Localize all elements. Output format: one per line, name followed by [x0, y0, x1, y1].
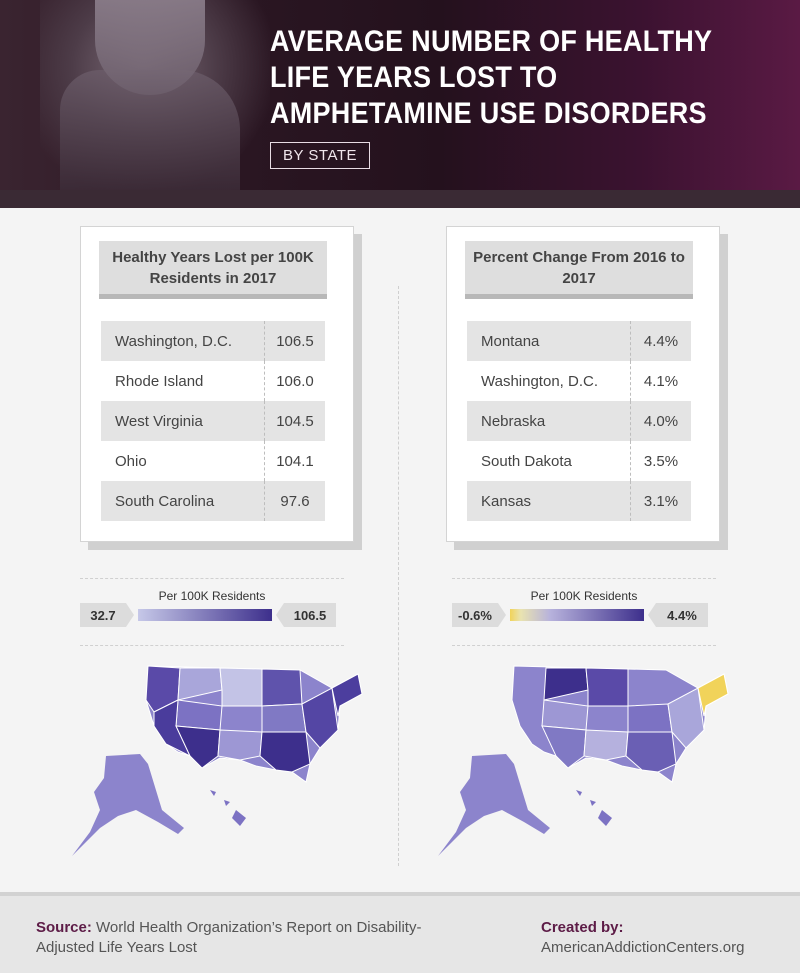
state-name: South Dakota: [481, 452, 572, 470]
table-row: Rhode Island 106.0: [101, 361, 325, 401]
state-name: West Virginia: [115, 412, 203, 430]
header-bottom-strip: [0, 190, 800, 208]
state-value: 4.4%: [630, 321, 691, 361]
alaska-shape: [438, 754, 550, 856]
contiguous-us-map: [145, 665, 363, 783]
header-photo-hood: [95, 0, 205, 95]
by-state-badge: BY STATE: [270, 142, 371, 169]
table-row: Ohio 104.1: [101, 441, 325, 481]
years-lost-legend: Per 100K Residents 32.7 106.5: [80, 578, 344, 646]
years-lost-panel: Healthy Years Lost per 100K Residents in…: [80, 226, 354, 542]
percent-change-legend: Per 100K Residents -0.6% 4.4%: [452, 578, 716, 646]
years-lost-heading: Healthy Years Lost per 100K Residents in…: [99, 241, 327, 299]
state-value: 4.0%: [630, 401, 691, 441]
state-name: Ohio: [115, 452, 147, 470]
state-name: Montana: [481, 332, 540, 350]
table-row: Montana 4.4%: [467, 321, 691, 361]
credit-note: Created by: AmericanAddictionCenters.org: [541, 918, 744, 958]
state-value: 3.5%: [630, 441, 691, 481]
table-row: South Carolina 97.6: [101, 481, 325, 521]
hawaii-shape: [210, 790, 246, 826]
table-row: Washington, D.C. 4.1%: [467, 361, 691, 401]
footer: Source: World Health Organization’s Repo…: [0, 892, 800, 973]
legend-color-bar: [510, 609, 644, 621]
legend-caption: Per 100K Residents: [530, 589, 638, 603]
state-name: Washington, D.C.: [115, 332, 232, 350]
state-name: Kansas: [481, 492, 532, 510]
header-banner: AVERAGE NUMBER OF HEALTHY LIFE YEARS LOS…: [0, 0, 800, 208]
table-row: Kansas 3.1%: [467, 481, 691, 521]
state-value: 104.5: [264, 401, 325, 441]
state-value: 106.0: [264, 361, 325, 401]
state-name: Nebraska: [481, 412, 546, 430]
legend-min: 32.7: [80, 603, 134, 627]
hawaii-shape: [576, 790, 612, 826]
us-choropleth-map-percent-change: [438, 665, 729, 856]
us-choropleth-map-years-lost: [72, 665, 363, 856]
contiguous-us-map: [511, 665, 729, 783]
credit-text: AmericanAddictionCenters.org: [541, 939, 745, 956]
source-text: World Health Organization’s Report on Di…: [36, 919, 422, 956]
table-row: South Dakota 3.5%: [467, 441, 691, 481]
state-name: South Carolina: [115, 492, 215, 510]
percent-change-table: Montana 4.4% Washington, D.C. 4.1% Nebra…: [467, 321, 691, 521]
credit-label: Created by:: [541, 919, 624, 936]
alaska-shape: [72, 754, 184, 856]
center-divider: [398, 286, 399, 866]
table-row: West Virginia 104.5: [101, 401, 325, 441]
source-label: Source:: [36, 919, 92, 936]
percent-change-heading: Percent Change From 2016 to 2017: [465, 241, 693, 299]
state-name: Washington, D.C.: [481, 372, 598, 390]
state-value: 106.5: [264, 321, 325, 361]
state-name: Rhode Island: [115, 372, 204, 390]
legend-caption: Per 100K Residents: [158, 589, 266, 603]
table-row: Nebraska 4.0%: [467, 401, 691, 441]
legend-max: 106.5: [276, 603, 336, 627]
state-value: 4.1%: [630, 361, 691, 401]
percent-change-panel: Percent Change From 2016 to 2017 Montana…: [446, 226, 720, 542]
legend-min: -0.6%: [452, 603, 506, 627]
state-value: 97.6: [264, 481, 325, 521]
legend-color-bar: [138, 609, 272, 621]
page-title: AVERAGE NUMBER OF HEALTHY LIFE YEARS LOS…: [270, 25, 712, 130]
table-row: Washington, D.C. 106.5: [101, 321, 325, 361]
state-value: 3.1%: [630, 481, 691, 521]
years-lost-table: Washington, D.C. 106.5 Rhode Island 106.…: [101, 321, 325, 521]
legend-max: 4.4%: [648, 603, 708, 627]
state-value: 104.1: [264, 441, 325, 481]
source-note: Source: World Health Organization’s Repo…: [36, 918, 436, 958]
